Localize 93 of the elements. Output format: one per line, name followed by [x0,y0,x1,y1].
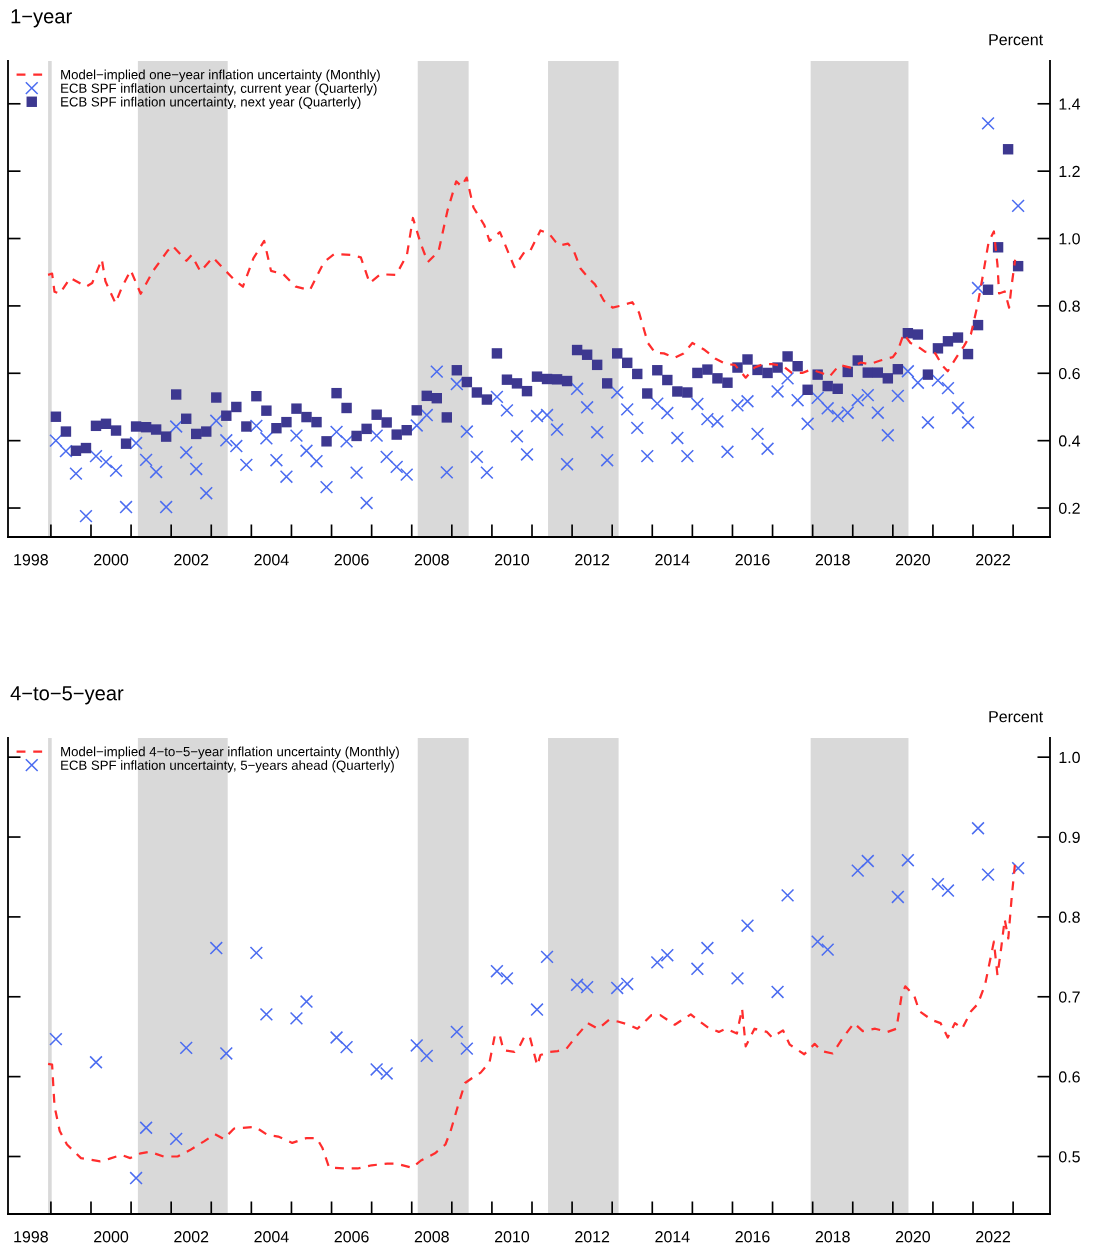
point [249,946,264,960]
point [129,1171,143,1185]
legend-label: Model−implied 4−to−5−year inflation uncertainty (Monthly) [61,746,399,759]
x-tick-label: 2020 [895,1231,931,1243]
point [410,1038,424,1053]
point [369,1062,384,1077]
point [420,1049,434,1063]
x-tick-label: 1998 [14,554,48,566]
x-tick-label: 2004 [254,554,289,566]
y-axis-title: Percent [989,711,1044,723]
point [500,971,514,986]
chart-title: 1−year [11,9,72,28]
point [49,1032,63,1046]
y-tick-label: 0.7 [1058,991,1080,1003]
legend-label: Model−implied one−year inflation uncertainty (Monthly) [61,69,380,82]
point [339,1040,354,1054]
y-tick-label: 0.2 [1058,502,1080,514]
point [821,942,835,957]
x-tick-label: 2016 [735,554,770,566]
x-tick-label: 2000 [94,554,129,566]
chart-title: 4−to−5−year [10,686,124,705]
y-tick-label: 0.9 [1058,831,1080,843]
point [169,1132,183,1146]
point [851,863,865,878]
point [540,950,554,964]
y-axis-title: Percent [989,34,1044,46]
y-tick-label: 0.6 [1058,367,1080,380]
point [219,1046,233,1061]
point [209,941,223,955]
point [380,1066,394,1081]
x-tick-label: 2014 [655,1231,690,1243]
x-tick-label: 2022 [976,1231,1011,1243]
x-tick-label: 2006 [334,554,369,566]
y-tick-label: 0.6 [1058,1071,1080,1083]
point [981,867,995,882]
point [901,853,915,867]
x-tick-label: 2010 [495,554,530,566]
x-tick-label: 2012 [575,554,610,566]
x-tick-label: 2002 [174,1231,209,1243]
x-tick-label: 2016 [735,1231,770,1243]
x-tick-label: 2006 [334,1231,369,1243]
point [780,888,795,903]
x-tick-label: 2018 [815,1231,850,1243]
point [460,1042,474,1056]
x-tick-label: 2002 [174,554,209,566]
legend-label: ECB SPF inflation uncertainty, current year (Quarterly) [61,83,377,96]
y-tick-label: 0.8 [1058,911,1080,923]
point [530,1002,544,1017]
point [610,981,624,995]
x-tick-label: 2004 [254,1231,289,1243]
point [740,919,755,933]
x-tick-label: 2010 [495,1231,530,1243]
point [891,890,905,904]
point [861,854,875,868]
x-tick-label: 1998 [14,1231,48,1243]
legend-label: ECB SPF inflation uncertainty, 5−years ahead (Quarterly) [61,760,394,773]
point [299,994,314,1009]
x-tick-label: 2008 [414,554,449,566]
y-tick-label: 1.2 [1059,165,1080,177]
x-tick-label: 2014 [655,554,690,566]
point [700,941,715,955]
point [730,971,745,986]
x-tick-label: 2008 [414,1231,449,1243]
x-tick-label: 2000 [94,1231,129,1243]
y-tick-label: 0.8 [1058,300,1080,312]
y-tick-label: 1.0 [1059,751,1080,764]
x-tick-label: 2018 [815,554,850,566]
point [139,1121,153,1135]
point [690,962,705,976]
y-tick-label: 1.0 [1059,233,1080,245]
point [931,877,945,891]
point [490,964,504,978]
y-tick-label: 0.4 [1058,435,1081,447]
x-tick-label: 2012 [575,1231,610,1243]
point [620,977,634,991]
point [329,1030,344,1045]
point [259,1007,274,1022]
point [941,883,955,898]
point [650,955,664,970]
point [971,821,985,835]
point [770,985,785,999]
y-tick-label: 0.5 [1058,1151,1080,1163]
point [289,1011,304,1025]
point [179,1041,193,1055]
point [660,948,674,962]
point [450,1025,464,1039]
point [810,934,825,949]
legend-label: ECB SPF inflation uncertainty, next year (Quarterly) [61,96,361,110]
x-tick-label: 2020 [895,554,931,566]
point [89,1055,103,1069]
point [1011,861,1025,875]
y-tick-label: 1.4 [1059,98,1081,110]
x-tick-label: 2022 [976,554,1011,566]
